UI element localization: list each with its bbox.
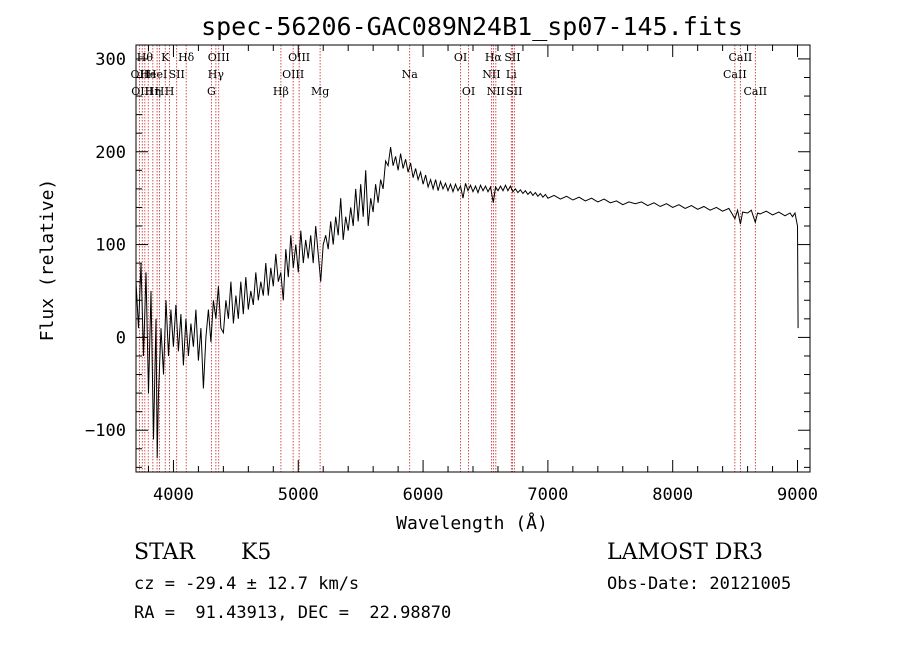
spectral-line-markers (138, 45, 756, 472)
line-label-9: SII (169, 68, 185, 81)
line-label-17: Mg (311, 85, 329, 98)
x-tick-label-2: 6000 (403, 485, 444, 505)
line-label-14: Hβ (273, 85, 289, 98)
x-axis-ticks: 4000 5000 6000 7000 8000 9000 (147, 45, 818, 505)
line-label-1: OIII (131, 85, 153, 98)
line-label-5: HeI (147, 68, 167, 81)
line-label-28: CaII (729, 51, 753, 64)
line-label-13: OIII (208, 51, 230, 64)
line-label-0: OII (131, 68, 149, 81)
line-label-8: H (165, 85, 175, 98)
coordinates: RA = 91.43913, DEC = 22.98870 (134, 603, 452, 623)
line-label-24: Li (506, 68, 517, 81)
y-axis-label: Flux (relative) (37, 179, 58, 342)
redshift-value: cz = -29.4 ± 12.7 km/s (134, 574, 360, 594)
y-tick-label-2: 100 (95, 236, 126, 256)
line-label-22: Hα (485, 51, 503, 64)
line-label-7: K (161, 51, 170, 64)
x-tick-label-1: 5000 (278, 485, 319, 505)
survey-name: LAMOST DR3 (607, 540, 763, 565)
spectral-line-labels: OII OIII Hθ He Hη HeI H K H SII Hδ G Hγ OIII Hβ OIII OII… (131, 51, 768, 98)
line-label-11: G (207, 85, 216, 98)
line-label-26: SII (506, 85, 522, 98)
object-class: STAR (134, 540, 195, 565)
x-tick-label-0: 4000 (153, 485, 194, 505)
line-label-4: Hη (145, 85, 161, 98)
x-tick-label-4: 8000 (652, 485, 693, 505)
line-label-29: CaII (743, 85, 767, 98)
plot-frame (135, 44, 811, 473)
line-label-23: NII (487, 85, 505, 98)
y-tick-label-1: 0 (116, 328, 126, 348)
spectrum-line (135, 147, 799, 459)
spectral-subclass: K5 (241, 540, 272, 565)
line-label-18: Na (402, 68, 419, 81)
line-label-15: OIII (282, 68, 304, 81)
observation-date: Obs-Date: 20121005 (607, 574, 792, 594)
line-label-27: CaII (723, 68, 747, 81)
y-tick-label-4: 300 (95, 50, 126, 70)
y-axis-ticks: −100 0 100 200 300 (85, 50, 810, 468)
line-label-2: Hθ (137, 51, 154, 64)
y-tick-label-0: −100 (85, 421, 126, 441)
line-label-19: OI (454, 51, 467, 64)
x-tick-label-3: 7000 (527, 485, 568, 505)
line-label-16: OIII (288, 51, 310, 64)
line-label-25: SII (504, 51, 520, 64)
line-label-21: NII (482, 68, 500, 81)
x-axis-label: Wavelength (Å) (396, 512, 548, 534)
y-tick-label-3: 200 (95, 143, 126, 163)
line-label-3: He (140, 68, 156, 81)
line-label-6: H (155, 85, 165, 98)
x-tick-label-5: 9000 (777, 485, 818, 505)
chart-title: spec-56206-GAC089N24B1_sp07-145.fits (201, 12, 743, 41)
line-label-10: Hδ (178, 51, 195, 64)
line-label-12: Hγ (208, 68, 225, 81)
line-label-20: OI (462, 85, 475, 98)
